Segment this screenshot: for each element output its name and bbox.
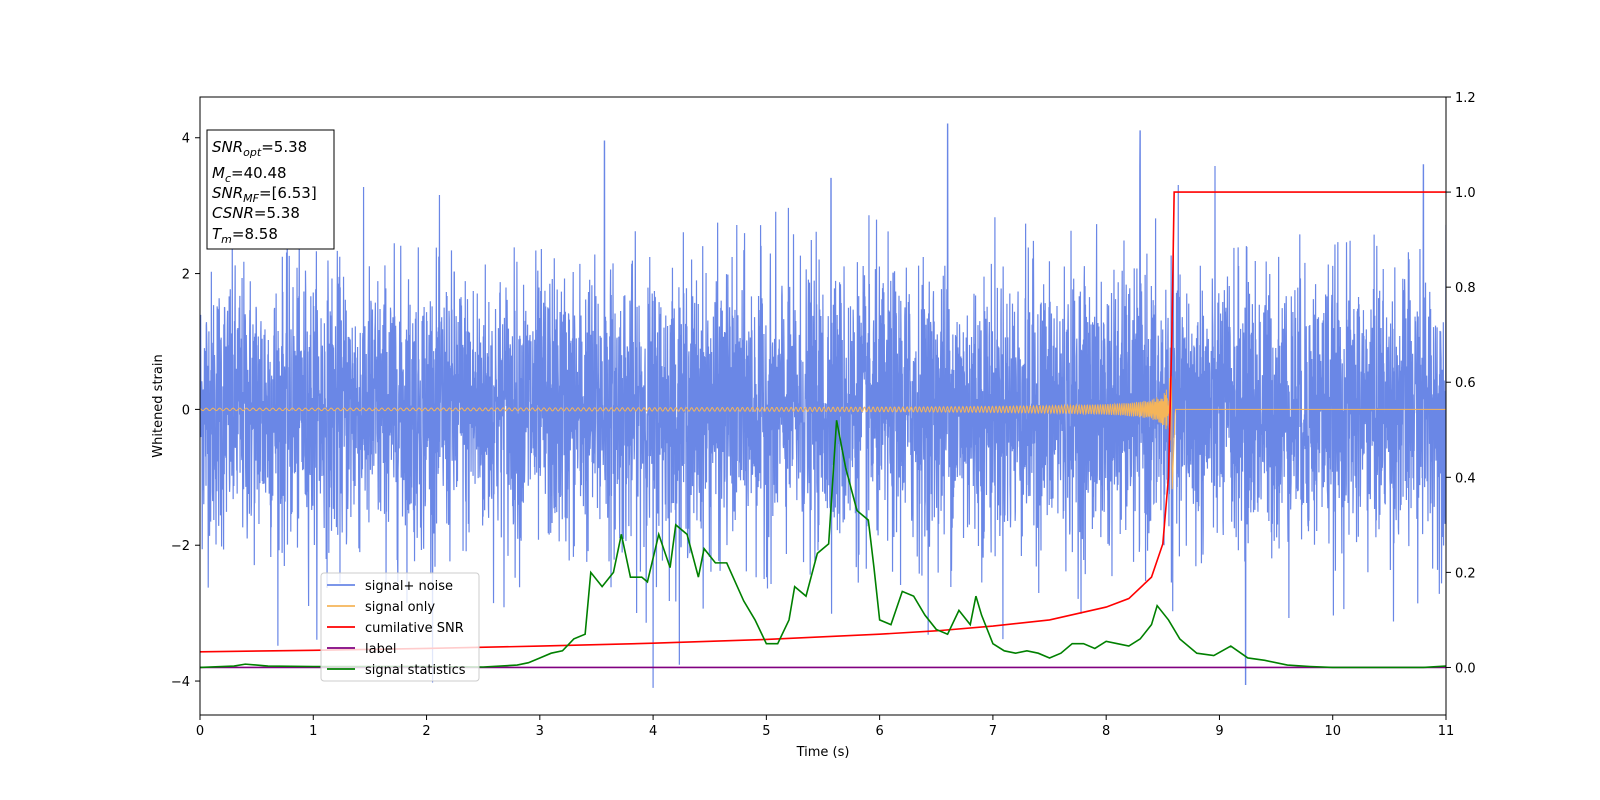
info-snr-opt: SNRopt=5.38 (212, 138, 307, 159)
legend-label: cumilative SNR (365, 621, 464, 636)
x-tick-label: 5 (762, 724, 770, 739)
ticks-layer: 0 1 2 3 4 5 6 7 8 9 10 11 −4 −2 0 2 4 0.0 0.2 0.4 0.6 0.8 1.0 1… (171, 91, 1476, 739)
y-left-tick-label: 2 (182, 268, 190, 283)
y-right-tick-label: 1.0 (1455, 186, 1476, 201)
x-tick-label: 9 (1215, 724, 1223, 739)
info-box: SNRopt=5.38 Mc=40.48SNRMF=[6.53]CSNR=5.38… (206, 129, 335, 250)
x-tick-label: 2 (422, 724, 430, 739)
series-signal-plus-noise (200, 123, 1446, 688)
y-right-tick-label: 0.8 (1455, 281, 1476, 296)
x-tick-label: 0 (196, 724, 204, 739)
y-right-tick-label: 0.2 (1455, 566, 1476, 581)
x-tick-label: 11 (1438, 724, 1455, 739)
legend-label: signal statistics (365, 663, 466, 678)
y-left-tick-label: −4 (171, 675, 190, 690)
y-left-tick-label: 0 (182, 403, 190, 418)
y-right-tick-label: 0.6 (1455, 376, 1476, 391)
y-left-tick-label: −2 (171, 539, 190, 554)
series-cumilative-snr (200, 191, 1446, 653)
legend-label: signal+ noise (365, 579, 453, 594)
legend: signal+ noise signal only cumilative SNR la… (320, 572, 480, 682)
y-right-tick-label: 1.2 (1455, 91, 1476, 106)
x-tick-label: 10 (1324, 724, 1341, 739)
y-right-tick-label: 0.0 (1455, 661, 1476, 676)
plot-frame (199, 96, 1447, 716)
x-tick-label: 8 (1102, 724, 1110, 739)
x-tick-label: 3 (536, 724, 544, 739)
info-box-frame (206, 129, 335, 250)
legend-label: label (365, 642, 396, 657)
legend-frame (320, 572, 480, 682)
x-tick-label: 6 (875, 724, 883, 739)
x-tick-label: 4 (649, 724, 657, 739)
info-tm: Tm=8.58 (212, 225, 278, 246)
y-right-tick-label: 0.4 (1455, 471, 1476, 486)
y-axis-label: Whitened strain (151, 354, 166, 457)
info-csnr: CSNR=5.38 (212, 204, 300, 222)
info-mc: Mc=40.48 (212, 164, 287, 185)
series-signal-only (200, 374, 1446, 490)
x-tick-label: 1 (309, 724, 317, 739)
info-snr-mf: SNRMF=[6.53] (212, 184, 317, 205)
x-tick-label: 7 (989, 724, 997, 739)
y-left-tick-label: 4 (182, 132, 190, 147)
legend-label: signal only (365, 600, 435, 615)
series-signal-statistics (200, 420, 1446, 669)
x-axis-label: Time (s) (796, 745, 850, 760)
